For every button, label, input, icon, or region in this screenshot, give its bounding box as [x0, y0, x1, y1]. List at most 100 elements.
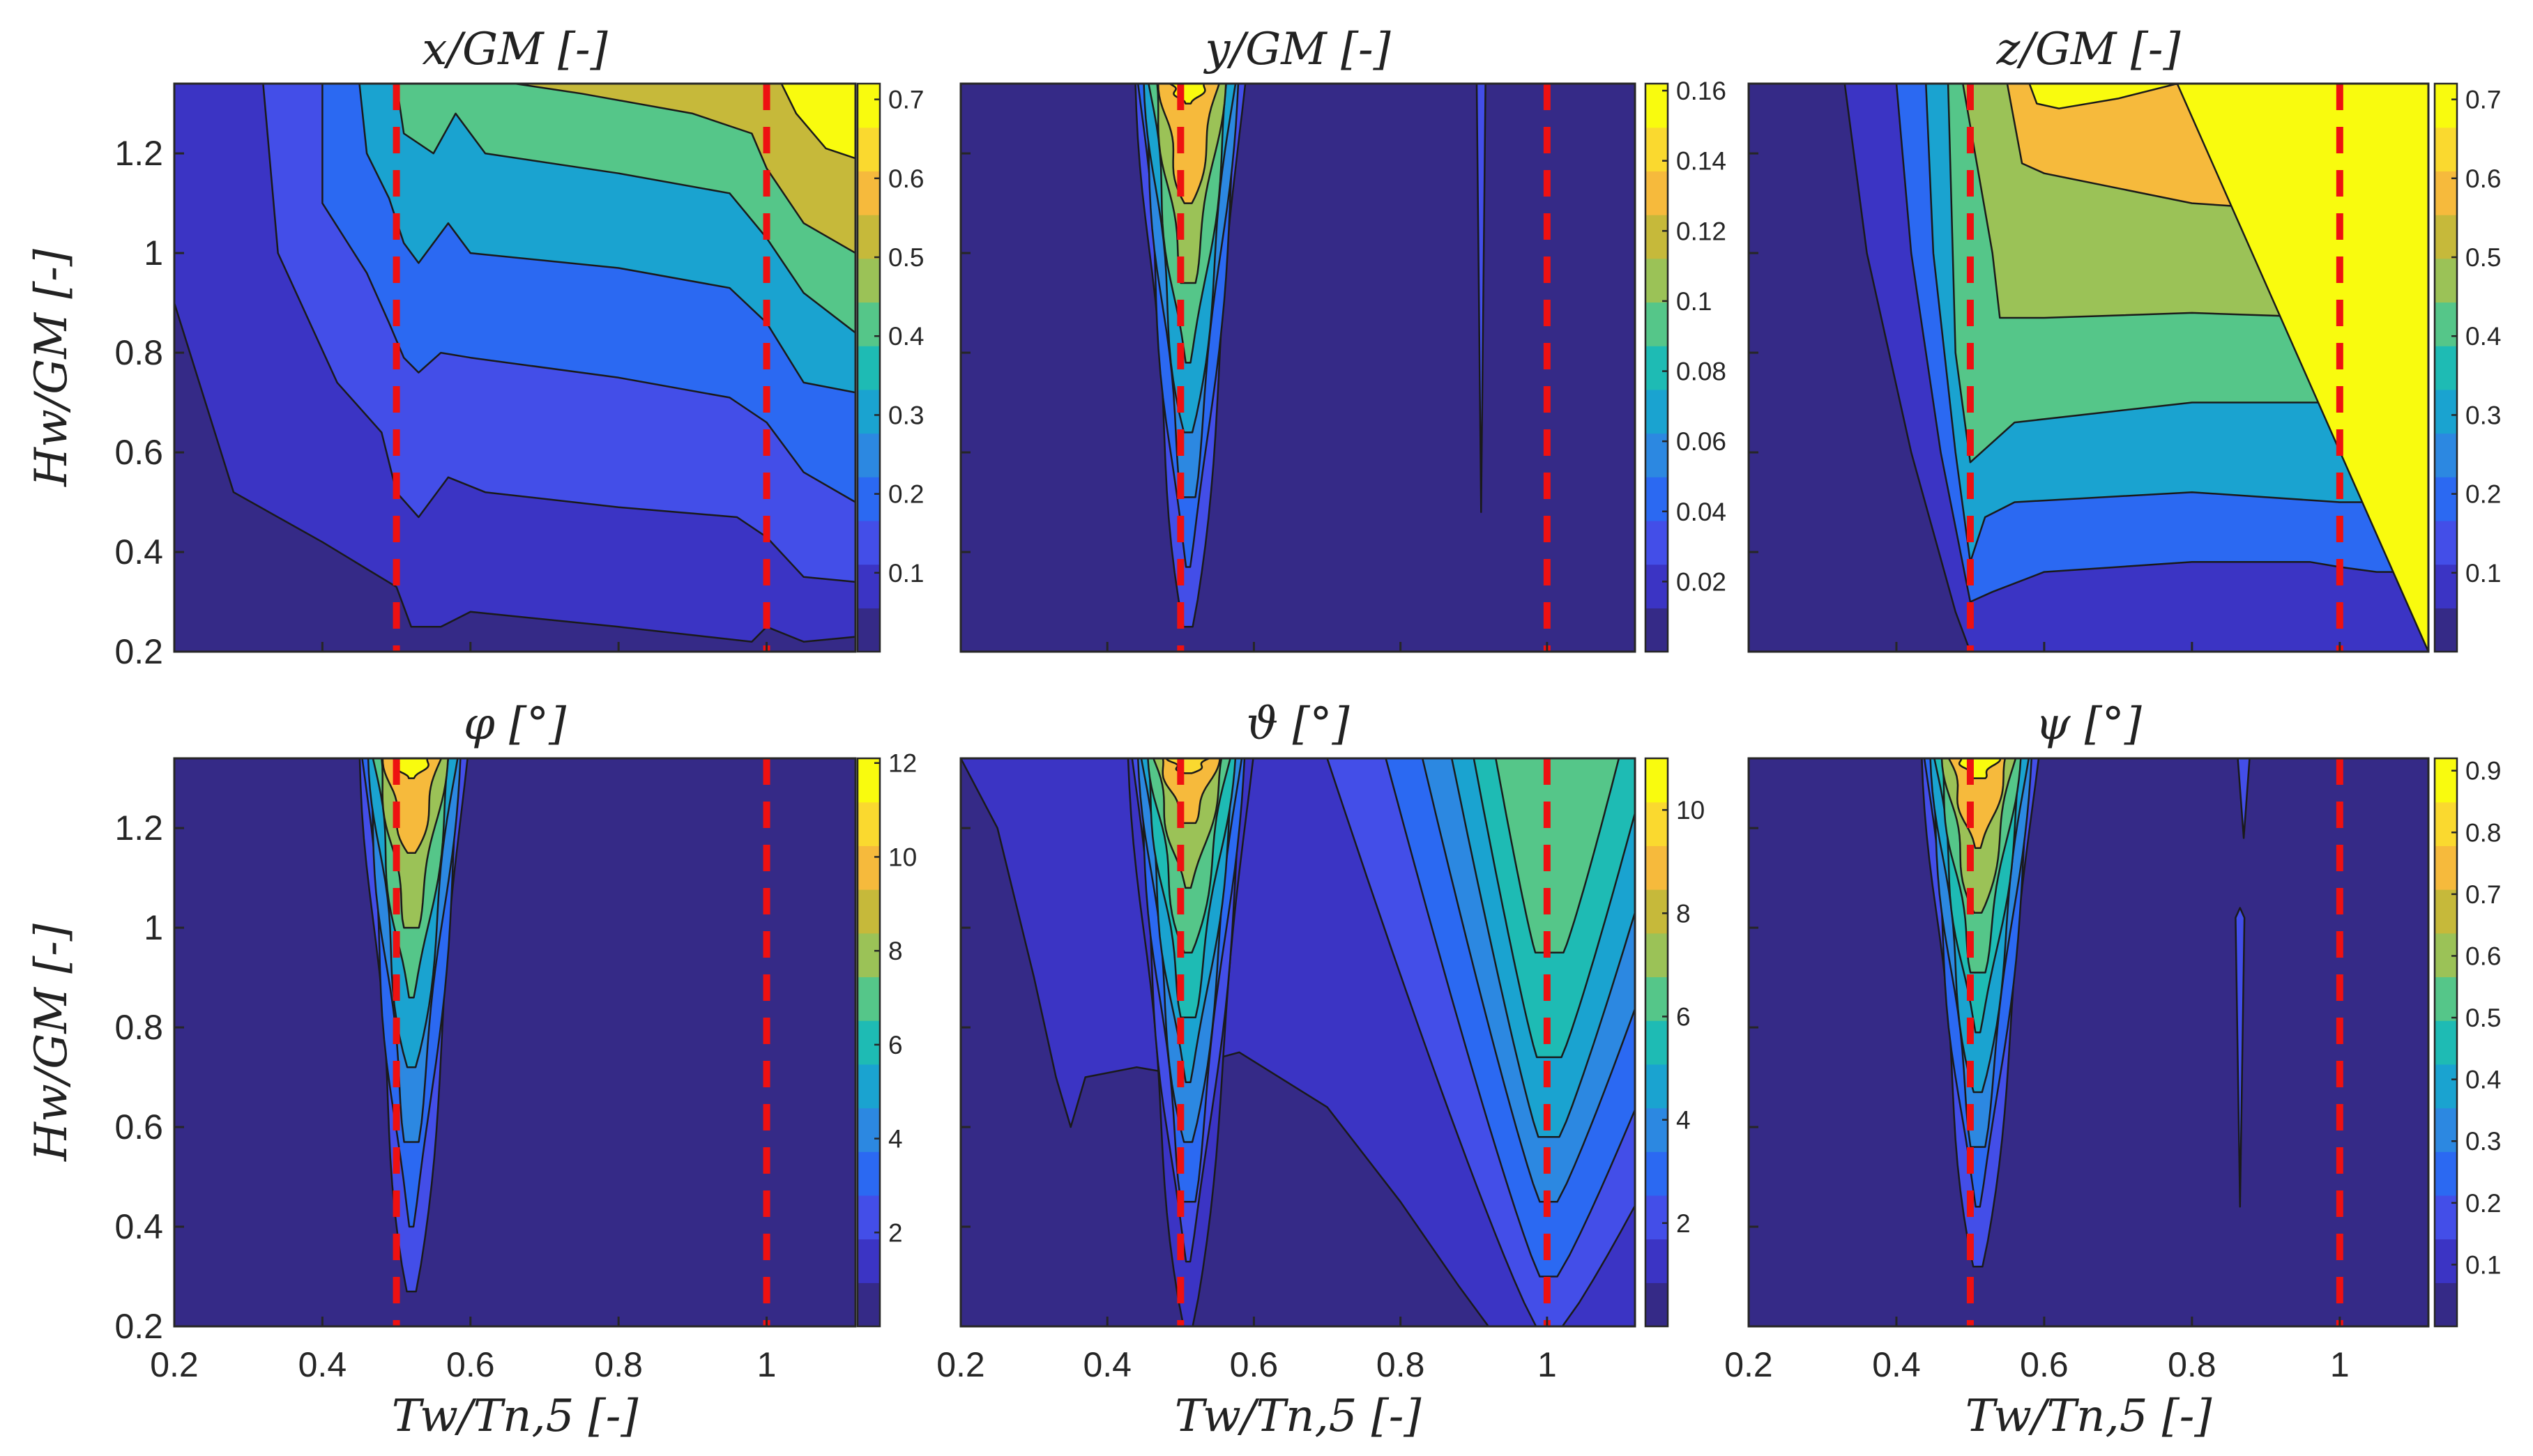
plot-area [1749, 84, 2428, 652]
y-tick-label: 0.8 [114, 333, 163, 372]
colorbar-tick-label: 2 [888, 1218, 903, 1247]
y-tick-label: 1 [144, 908, 163, 947]
colorbar-tick-label: 0.6 [2465, 942, 2501, 970]
colorbar-segment [858, 389, 880, 434]
colorbar-tick-label: 0.16 [1676, 77, 1726, 105]
colorbar: 0.1 0.2 0.3 0.4 0.5 0.6 0.7 [856, 82, 924, 653]
colorbar-segment [2435, 802, 2457, 846]
colorbar-tick-label: 0.02 [1676, 567, 1726, 596]
colorbar-tick-label: 10 [888, 843, 917, 871]
colorbar-tick-label: 0.1 [888, 559, 924, 588]
colorbar-tick-label: 2 [1676, 1209, 1691, 1238]
colorbar-tick-label: 0.2 [2465, 1189, 2501, 1218]
y-tick-label: 1.2 [114, 134, 163, 173]
colorbar: 0.1 0.2 0.3 0.4 0.5 0.6 0.7 0.8 0.9 [2433, 757, 2501, 1328]
colorbar-segment [1645, 171, 1668, 215]
colorbar-segment [858, 564, 880, 608]
contour-band-level-0.7 [780, 84, 855, 652]
colorbar-segment [1645, 1151, 1668, 1196]
colorbar-segment [1645, 127, 1668, 171]
colorbar-segment [2435, 258, 2457, 303]
colorbar-frame [856, 757, 881, 1328]
colorbar-segment [2435, 84, 2457, 128]
colorbar-tick-label: 0.7 [888, 86, 924, 114]
x-tick-label: 0.2 [150, 1345, 199, 1384]
colorbar-segment [1645, 346, 1668, 390]
axes-frame [959, 82, 1636, 653]
colorbar-tick-label: 0.5 [888, 243, 924, 272]
panel-title: ψ [°] [2035, 698, 2143, 750]
colorbar-segment [2435, 433, 2457, 477]
background-band [1749, 758, 2428, 1326]
colorbar-tick-label: 0.7 [2465, 86, 2501, 114]
funnel-band-level-0.14 [1157, 84, 1220, 204]
x-tick-label: 1 [757, 1345, 777, 1384]
x-tick-label: 1 [2330, 1345, 2350, 1384]
colorbar-segment [2435, 1064, 2457, 1109]
x-tick-label: 0.2 [936, 1345, 985, 1384]
x-tick-label: 0.8 [1376, 1345, 1425, 1384]
colorbar-tick-label: 0.06 [1676, 427, 1726, 456]
colorbar-tick-label: 0.8 [2465, 818, 2501, 847]
spike-feature [2235, 907, 2246, 1208]
colorbar-frame [856, 82, 881, 653]
x-tick-label: 0.4 [298, 1345, 347, 1384]
colorbar-tick-label: 0.1 [1676, 287, 1712, 316]
plot-area [961, 84, 1635, 652]
panel-psi: ψ [°]0.2 0.4 0.6 0.8 1Tw/Tn,5 [-]0.10.20.30.… [1724, 698, 2501, 1442]
colorbar-tick-label: 6 [1676, 1002, 1691, 1031]
colorbar-segment [2435, 302, 2457, 346]
colorbar-tick-label: 0.5 [2465, 1004, 2501, 1032]
axes-frame [173, 757, 857, 1328]
axes-frame [959, 757, 1636, 1328]
spike-feature [1475, 84, 1486, 514]
colorbar-tick-label: 4 [888, 1125, 903, 1154]
colorbar-segment [1645, 608, 1668, 652]
axes-frame [1747, 82, 2430, 653]
colorbar-tick-label: 10 [1676, 796, 1705, 825]
colorbar-segment [2435, 215, 2457, 259]
colorbar-tick-label: 8 [888, 937, 903, 965]
x-tick-label: 0.4 [1872, 1345, 1921, 1384]
colorbar-segment [2435, 564, 2457, 608]
colorbar-segment [858, 845, 880, 890]
x-tick-label: 0.6 [446, 1345, 495, 1384]
colorbar-frame [2433, 82, 2458, 653]
colorbar-segment [858, 1108, 880, 1152]
colorbar-segment [2435, 346, 2457, 390]
x-tick-label: 0.2 [1724, 1345, 1773, 1384]
colorbar-segment [858, 608, 880, 652]
y-tick-label: 0.2 [114, 1307, 163, 1346]
colorbar-segment [858, 433, 880, 477]
colorbar-segment [858, 477, 880, 521]
colorbar-tick-label: 4 [1676, 1106, 1691, 1135]
colorbar-tick-label: 0.08 [1676, 358, 1726, 386]
colorbar-segment [2435, 1151, 2457, 1196]
background-band [961, 84, 1635, 652]
colorbar: 0.1 0.2 0.3 0.4 0.5 0.6 0.7 [2433, 82, 2501, 653]
y-tick-label: 0.8 [114, 1008, 163, 1047]
colorbar-segment [858, 258, 880, 303]
colorbar-tick-label: 0.04 [1676, 498, 1726, 526]
colorbar-tick-label: 0.1 [2465, 559, 2501, 588]
y-tick-label: 1.2 [114, 809, 163, 848]
y-tick-label: 0.2 [114, 632, 163, 671]
colorbar-tick-label: 0.2 [888, 480, 924, 509]
colorbar-segment [2435, 758, 2457, 803]
contour-band-level-0.4 [358, 84, 855, 652]
colorbar-tick-label: 0.14 [1676, 147, 1726, 176]
colorbar-segment [2435, 1195, 2457, 1240]
colorbar-segment [1645, 1239, 1668, 1283]
colorbar-frame [2433, 757, 2458, 1328]
colorbar-tick-label: 0.5 [2465, 243, 2501, 272]
y-tick-label: 0.6 [114, 433, 163, 472]
panel-theta: ϑ [°] 0.2 0.4 0.6 0.8 1 Tw/Tn,5 [-] 2 4 6 8 10 [936, 698, 1705, 1442]
x-tick-label: 0.6 [1230, 1345, 1279, 1384]
colorbar-tick-label: 0.1 [2465, 1250, 2501, 1279]
x-axis-label: Tw/Tn,5 [-] [392, 1390, 639, 1442]
panel-x_gm: x/GM [-]0.20.40.60.811.2Hw/GM [-]0.10.20… [26, 24, 924, 671]
x-tick-label: 0.8 [2168, 1345, 2216, 1384]
axes-frame [173, 82, 857, 653]
x-axis-label: Tw/Tn,5 [-] [1965, 1390, 2213, 1442]
colorbar-segment [858, 346, 880, 390]
